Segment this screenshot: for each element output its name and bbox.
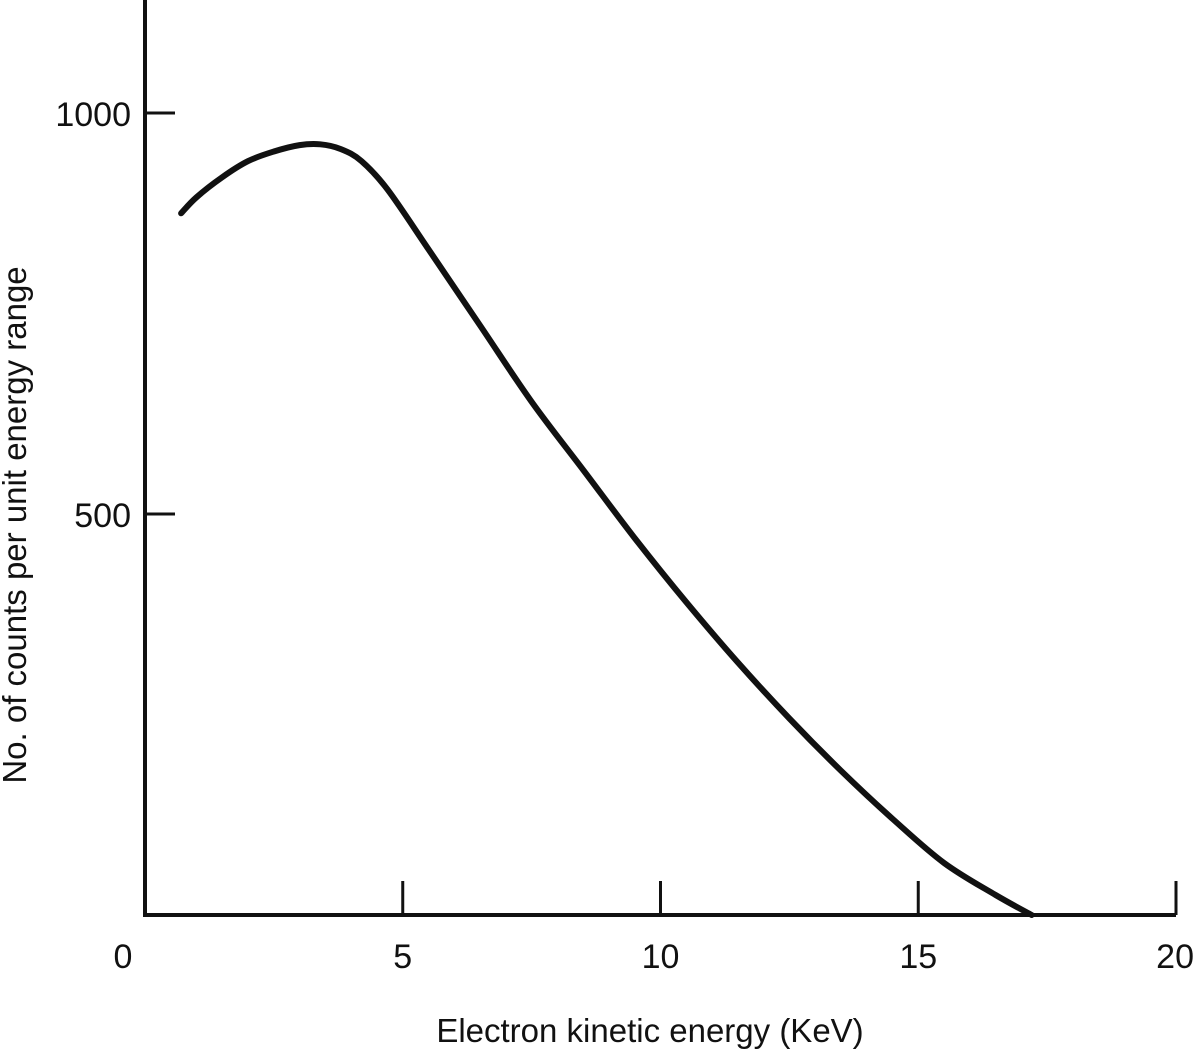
x-tick-label: 20 xyxy=(1156,938,1194,976)
x-tick-label: 10 xyxy=(642,938,680,976)
y-tick-label: 500 xyxy=(74,497,131,535)
x-tick-label: 15 xyxy=(899,938,937,976)
x-axis-title: Electron kinetic energy (KeV) xyxy=(436,1012,863,1049)
chart-ticks: 0 5 10 15 20 500 1000 xyxy=(55,96,1194,976)
chart-axes xyxy=(143,0,1176,917)
series-line xyxy=(178,140,1035,918)
y-tick-label: 1000 xyxy=(55,96,131,134)
y-axis-title: No. of counts per unit energy range xyxy=(0,266,33,783)
x-tick-label: 5 xyxy=(393,938,412,976)
chart-series xyxy=(178,140,1035,918)
x-tick-label: 0 xyxy=(114,938,133,976)
